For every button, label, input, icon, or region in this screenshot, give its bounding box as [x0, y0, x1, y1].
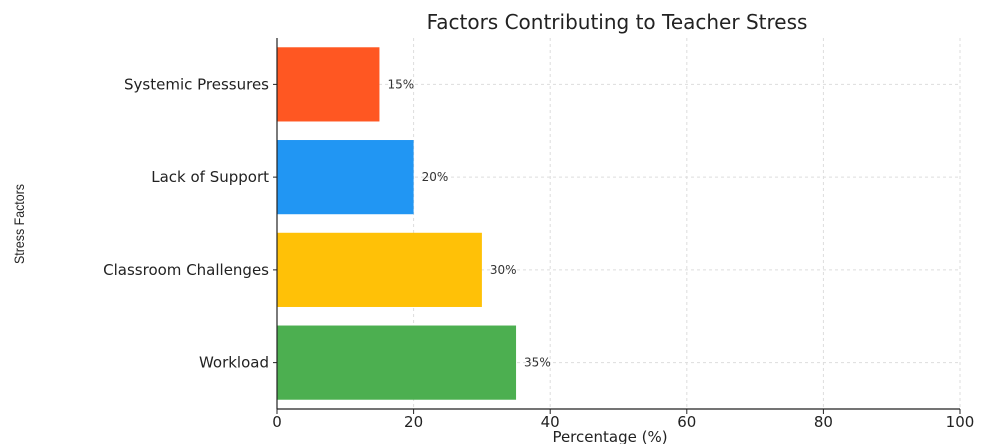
bars	[277, 47, 517, 400]
category-label: Lack of Support	[151, 168, 269, 186]
category-label: Systemic Pressures	[124, 75, 269, 93]
x-tick-label: 100	[946, 413, 975, 431]
bar-systemic-pressures	[277, 47, 380, 122]
category-label: Classroom Challenges	[103, 261, 269, 279]
x-axis-label: Percentage (%)	[552, 428, 667, 444]
x-tick-label: 40	[541, 413, 560, 431]
x-tick-label: 0	[272, 413, 282, 431]
value-label: 15%	[387, 77, 414, 91]
value-label: 20%	[422, 170, 449, 184]
x-ticks: 0 20 40 60 80 100	[272, 83, 975, 431]
bar-workload	[277, 325, 517, 400]
x-tick-label: 20	[404, 413, 423, 431]
category-labels: Workload Classroom Challenges Lack of Supp…	[103, 75, 269, 371]
y-axis-label: Stress Factors	[11, 184, 27, 264]
bar-lack-of-support	[277, 140, 414, 215]
chart-title: Factors Contributing to Teacher Stress	[427, 10, 808, 34]
bar-classroom-challenges	[277, 232, 482, 307]
x-tick-label: 80	[814, 413, 833, 431]
x-tick-label: 60	[677, 413, 696, 431]
value-label: 35%	[524, 356, 551, 370]
value-labels: 35% 30% 20% 15%	[387, 77, 550, 369]
category-label: Workload	[199, 354, 269, 372]
value-label: 30%	[490, 263, 517, 277]
